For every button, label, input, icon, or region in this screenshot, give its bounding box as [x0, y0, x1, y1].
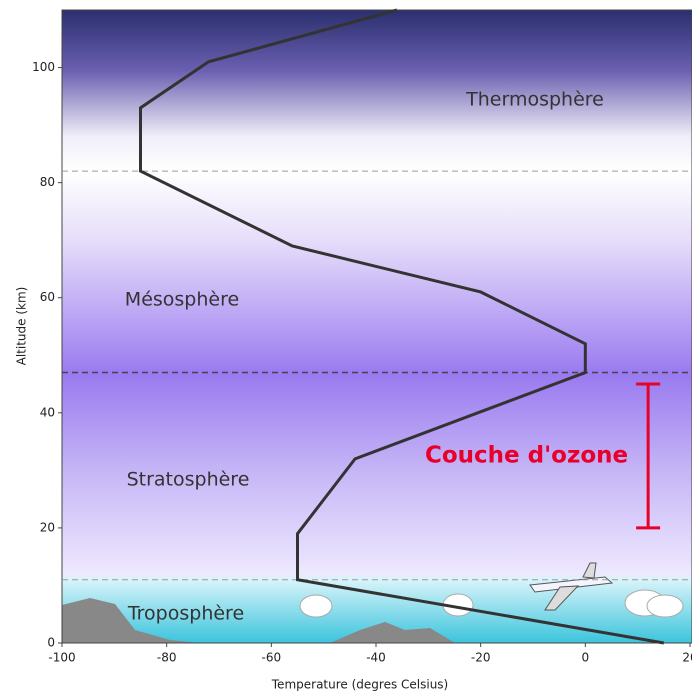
y-tick-label: 0 [47, 636, 55, 650]
layer-label: Thermosphère [465, 89, 604, 111]
x-tick-label: 0 [582, 651, 590, 665]
y-tick-label: 80 [40, 175, 55, 189]
x-tick-label: -40 [366, 651, 386, 665]
x-tick-label: -100 [48, 651, 75, 665]
x-tick-label: 20 [682, 651, 692, 665]
x-tick-label: -20 [471, 651, 491, 665]
layer-label: Mésosphère [125, 289, 239, 311]
layer-label: Troposphère [127, 603, 244, 625]
chart: Temperature (degres Celsius) Altitude (k… [0, 0, 692, 695]
y-tick-label: 20 [40, 520, 55, 534]
x-axis-title: Temperature (degres Celsius) [271, 678, 448, 692]
y-tick-label: 100 [32, 60, 55, 74]
x-tick-label: -60 [262, 651, 282, 665]
layer-label: Stratosphère [127, 469, 250, 491]
y-axis-title: Altitude (km) [15, 287, 29, 366]
y-tick-label: 60 [40, 290, 55, 304]
x-tick-label: -80 [157, 651, 177, 665]
y-tick-label: 40 [40, 405, 55, 419]
ozone-label: Couche d'ozone [425, 442, 628, 468]
